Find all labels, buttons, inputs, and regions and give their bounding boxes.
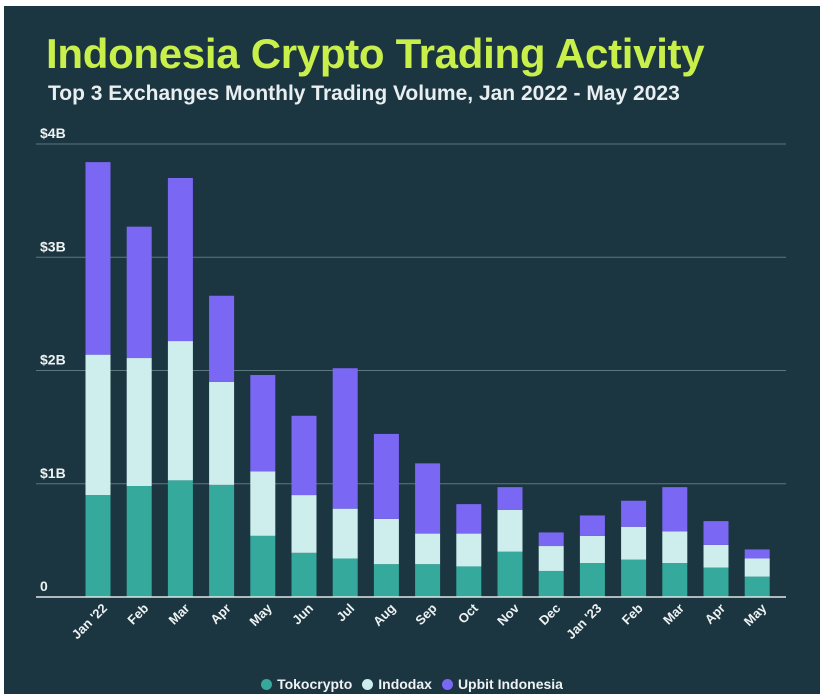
- bar-segment-tokocrypto: [538, 570, 564, 597]
- x-tick-label: Oct: [455, 600, 481, 626]
- bar-segment-upbit-indonesia: [126, 226, 152, 359]
- x-tick-label: Jul: [333, 601, 357, 625]
- bar-segment-indodax: [250, 471, 276, 536]
- bar-segment-tokocrypto: [579, 563, 605, 597]
- y-tick-label: $3B: [40, 238, 66, 254]
- legend-swatch: [362, 678, 374, 690]
- bar-segment-upbit-indonesia: [579, 515, 605, 536]
- bar-segment-indodax: [332, 508, 358, 559]
- y-tick-label: $4B: [40, 125, 66, 141]
- bar-segment-tokocrypto: [497, 551, 523, 597]
- bar-segment-upbit-indonesia: [744, 549, 770, 559]
- legend-item: Tokocrypto: [261, 676, 352, 692]
- stacked-bar-chart: 0 $1B $2B $3B $4B Jan '22 Feb Mar Apr May Jun Jul Au…: [36, 125, 786, 642]
- bar-segment-upbit-indonesia: [291, 415, 317, 496]
- bar-segment-tokocrypto: [209, 484, 235, 597]
- bar-segment-upbit-indonesia: [538, 532, 564, 547]
- legend-swatch: [261, 678, 273, 690]
- y-tick-label: 0: [40, 578, 48, 594]
- x-tick-label: Jun: [289, 600, 316, 627]
- legend-item: Indodax: [362, 676, 432, 692]
- legend-label: Indodax: [378, 676, 432, 692]
- bar-segment-indodax: [85, 354, 111, 496]
- x-tick-label: Dec: [536, 601, 563, 628]
- bar-segment-upbit-indonesia: [621, 500, 647, 527]
- bar-segment-tokocrypto: [662, 563, 688, 597]
- chart-legend: Tokocrypto Indodax Upbit Indonesia: [4, 674, 820, 694]
- bar-segment-upbit-indonesia: [497, 487, 523, 510]
- bar-segment-tokocrypto: [126, 486, 152, 597]
- bar-segment-indodax: [167, 341, 193, 481]
- bar-segment-upbit-indonesia: [85, 162, 111, 355]
- bar-segment-tokocrypto: [291, 552, 317, 597]
- legend-label: Tokocrypto: [277, 676, 353, 692]
- bar-segment-indodax: [703, 544, 729, 568]
- bar-segment-upbit-indonesia: [209, 295, 235, 382]
- bar-segment-upbit-indonesia: [703, 521, 729, 545]
- legend-label: Upbit Indonesia: [457, 676, 563, 692]
- legend-item: Upbit Indonesia: [441, 676, 563, 692]
- bar-segment-upbit-indonesia: [415, 463, 441, 534]
- bar-segment-tokocrypto: [703, 567, 729, 597]
- bar-segment-indodax: [209, 381, 235, 485]
- bar-segment-indodax: [538, 546, 564, 571]
- bar-segment-indodax: [621, 526, 647, 560]
- bar-segment-upbit-indonesia: [167, 177, 193, 342]
- bar-segment-tokocrypto: [85, 495, 111, 597]
- bar-segment-indodax: [744, 558, 770, 577]
- y-tick-label: $1B: [40, 465, 66, 481]
- bar-segment-indodax: [456, 533, 482, 567]
- bar-segment-tokocrypto: [744, 576, 770, 597]
- x-tick-label: Aug: [370, 600, 399, 629]
- bar-segment-upbit-indonesia: [332, 368, 358, 509]
- bar-segment-indodax: [126, 358, 152, 487]
- legend-swatch: [441, 678, 453, 690]
- x-tick-label: Nov: [494, 600, 523, 629]
- bar-segment-indodax: [415, 533, 441, 565]
- bar-segment-indodax: [662, 531, 688, 564]
- bar-segment-tokocrypto: [373, 564, 399, 597]
- bar-segment-indodax: [291, 495, 317, 553]
- y-tick-label: $2B: [40, 352, 66, 368]
- bar-segment-indodax: [579, 535, 605, 564]
- bar-segment-indodax: [373, 518, 399, 565]
- chart-frame: Indonesia Crypto Trading Activity Top 3 …: [4, 6, 820, 694]
- bar-segment-upbit-indonesia: [662, 487, 688, 532]
- x-tick-label: Apr: [207, 601, 233, 627]
- bar-segment-tokocrypto: [167, 480, 193, 597]
- chart-title: Indonesia Crypto Trading Activity: [46, 30, 705, 77]
- x-tick-label: Feb: [619, 600, 646, 627]
- x-tick-label: May: [741, 600, 770, 629]
- x-tick-label: Jan '22: [69, 601, 110, 642]
- bar-segment-tokocrypto: [332, 558, 358, 597]
- bar-segment-upbit-indonesia: [373, 433, 399, 519]
- chart-subtitle: Top 3 Exchanges Monthly Trading Volume, …: [48, 82, 680, 105]
- bar-segment-indodax: [497, 509, 523, 552]
- x-tick-label: Sep: [412, 600, 440, 628]
- x-tick-label: Feb: [124, 600, 151, 627]
- bar-segment-upbit-indonesia: [456, 504, 482, 534]
- x-tick-label: Jan '23: [563, 601, 604, 642]
- x-tick-label: May: [246, 600, 275, 629]
- x-tick-label: Mar: [660, 601, 687, 628]
- x-tick-label: Apr: [702, 601, 728, 627]
- bar-segment-tokocrypto: [250, 535, 276, 597]
- bar-segment-tokocrypto: [456, 566, 482, 597]
- bar-segment-upbit-indonesia: [250, 375, 276, 472]
- bar-segment-tokocrypto: [621, 559, 647, 597]
- bar-segment-tokocrypto: [415, 564, 441, 597]
- x-tick-label: Mar: [166, 601, 193, 628]
